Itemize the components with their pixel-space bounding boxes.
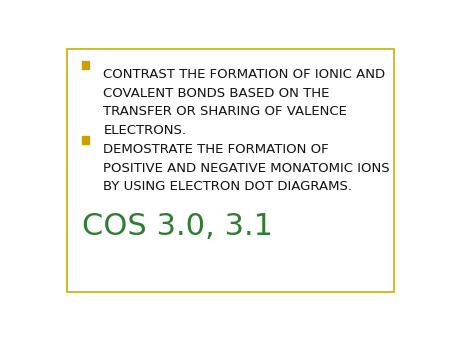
Text: CONTRAST THE FORMATION OF IONIC AND: CONTRAST THE FORMATION OF IONIC AND	[104, 68, 386, 81]
Text: TRANSFER OR SHARING OF VALENCE: TRANSFER OR SHARING OF VALENCE	[104, 105, 347, 118]
Text: COVALENT BONDS BASED ON THE: COVALENT BONDS BASED ON THE	[104, 87, 330, 100]
Bar	[82, 136, 89, 144]
Text: ELECTRONS.: ELECTRONS.	[104, 124, 186, 137]
Text: POSITIVE AND NEGATIVE MONATOMIC IONS: POSITIVE AND NEGATIVE MONATOMIC IONS	[104, 162, 390, 175]
Text: COS 3.0, 3.1: COS 3.0, 3.1	[82, 212, 274, 241]
Text: DEMOSTRATE THE FORMATION OF: DEMOSTRATE THE FORMATION OF	[104, 143, 329, 156]
Text: BY USING ELECTRON DOT DIAGRAMS.: BY USING ELECTRON DOT DIAGRAMS.	[104, 180, 352, 193]
Bar	[82, 61, 89, 69]
